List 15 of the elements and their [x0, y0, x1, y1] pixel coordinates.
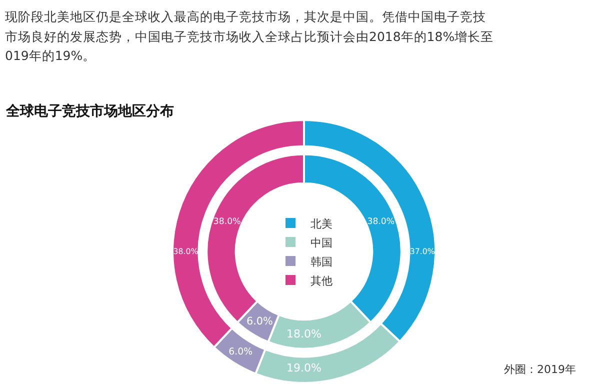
text: 外圈：2019年: [504, 363, 576, 376]
legend-label: 北美: [310, 217, 332, 230]
legend-label: 中国: [310, 236, 332, 250]
text: 市场良好的发展态势，中国电子竞技市场收入全球占比预计会由2018年的18%增长至: [5, 29, 494, 44]
data-label: 6.0%: [228, 346, 253, 358]
data-label: 19.0%: [286, 362, 322, 375]
text: 现阶段北美地区仍是全球收入最高的电子竞技市场，其次是中国。凭借中国电子竞技: [5, 9, 486, 24]
data-label: 18.0%: [286, 328, 322, 341]
data-label: 38.0%: [367, 216, 395, 227]
legend-label: 其他: [310, 274, 332, 288]
data-label: 6.0%: [246, 316, 274, 328]
data-label: 38.0%: [213, 216, 241, 227]
legend-label: 韩国: [310, 255, 332, 268]
chart-title: 全球电子竞技市场地区分布: [5, 102, 174, 120]
text: 019年的19%。: [5, 48, 96, 63]
